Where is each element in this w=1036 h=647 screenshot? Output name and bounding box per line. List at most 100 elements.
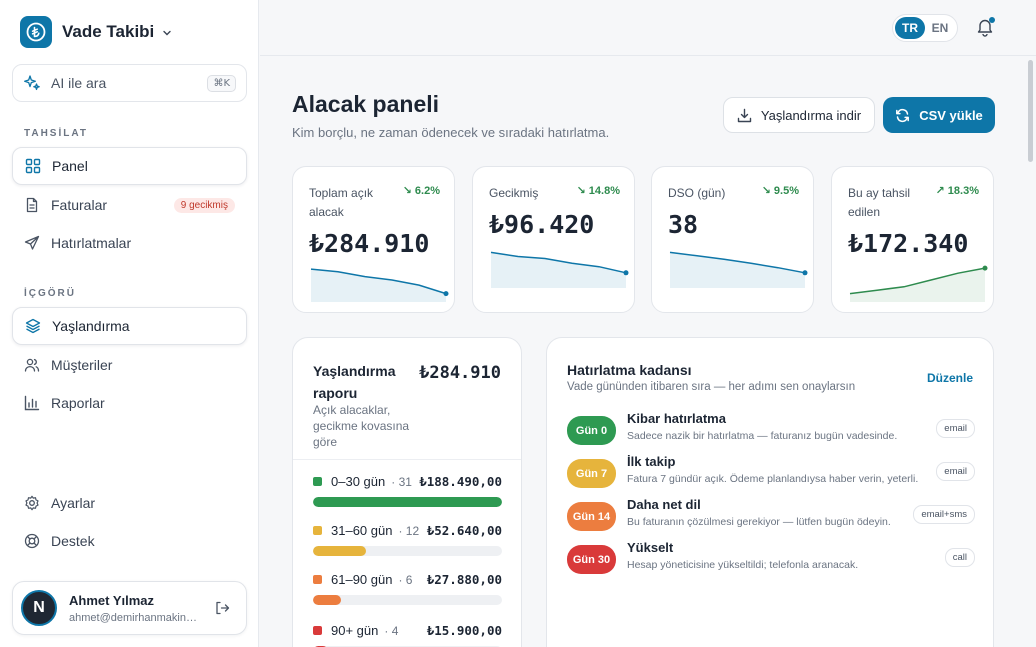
- kpi-card-dso[interactable]: DSO (gün) ↘ 9.5% 38: [651, 166, 814, 313]
- sparkline-end-point: [802, 270, 808, 276]
- aging-bucket[interactable]: 31–60 gün · 12 ₺52.640,00: [313, 523, 502, 556]
- cadence-step[interactable]: Gün 14 Daha net dil Bu faturanın çözülme…: [567, 497, 975, 537]
- bucket-label: 0–30 gün: [331, 474, 386, 489]
- sparkline-line: [310, 268, 447, 295]
- sidebar-item-panel[interactable]: Panel: [12, 147, 247, 185]
- sidebar-item-label: Hatırlatmalar: [51, 235, 132, 251]
- shortcut-badge: ⌘K: [207, 74, 236, 92]
- bucket-bar-fill: [313, 595, 342, 605]
- step-description: Fatura 7 gündür açık. Ödeme planlandıysa…: [627, 473, 919, 485]
- cadence-step[interactable]: Gün 7 İlk takip Fatura 7 gündür açık. Öd…: [567, 454, 975, 494]
- sidebar-item-invoices[interactable]: Faturalar 9 gecikmiş: [12, 186, 247, 224]
- bucket-count: · 12: [398, 523, 420, 538]
- edit-cadence-link[interactable]: Düzenle: [926, 371, 973, 385]
- bucket-color-dot: [313, 626, 322, 635]
- notification-dot: [989, 17, 995, 23]
- sidebar-item-label: Raporlar: [51, 395, 105, 411]
- bucket-amount: ₺188.490,00: [419, 474, 502, 489]
- sidebar-item-aging[interactable]: Yaşlandırma: [12, 307, 247, 345]
- section-label-collection: TAHSİLAT: [24, 128, 88, 139]
- aging-bucket[interactable]: 0–30 gün · 31 ₺188.490,00: [313, 474, 502, 507]
- cadence-step[interactable]: Gün 0 Kibar hatırlatma Sadece nazik bir …: [567, 411, 975, 451]
- sidebar-item-label: Ayarlar: [51, 495, 96, 511]
- app-name: Vade Takibi: [62, 22, 155, 41]
- kpi-card-collected[interactable]: Bu ay tahsil edilen ↗ 18.3% ₺172.340: [831, 166, 994, 313]
- ai-search-button[interactable]: AI ile ara ⌘K: [12, 64, 247, 102]
- bucket-amount: ₺15.900,00: [426, 623, 502, 638]
- channel-badge: email+sms: [913, 505, 975, 524]
- bucket-color-dot: [313, 526, 322, 535]
- kpi-label: Gecikmiş: [489, 186, 539, 200]
- page-scrollbar[interactable]: [1028, 60, 1033, 162]
- kpi-delta: ↘ 9.5%: [761, 185, 799, 197]
- user-card[interactable]: N Ahmet Yılmaz ahmet@demirhanmakina.com: [12, 581, 247, 635]
- kpi-delta: ↘ 14.8%: [576, 185, 620, 197]
- cadence-subtitle: Vade gününden itibaren sıra — her adımı …: [567, 381, 856, 393]
- aging-report-card: Yaşlandırma raporu ₺284.910 Açık alacakl…: [292, 337, 522, 647]
- step-title: Yükselt: [627, 540, 674, 555]
- lifebuoy-icon: [24, 533, 40, 549]
- bucket-color-dot: [313, 477, 322, 486]
- kpi-label: Toplam açık alacak: [309, 186, 374, 219]
- section-label-insight: İÇGÖRÜ: [24, 288, 76, 299]
- sidebar-item-customers[interactable]: Müşteriler: [12, 346, 247, 384]
- sidebar-item-reminders[interactable]: Hatırlatmalar: [12, 224, 247, 262]
- chevron-down-icon: [163, 30, 171, 36]
- sidebar-item-label: Panel: [52, 158, 88, 174]
- ai-search-label: AI ile ara: [51, 75, 107, 91]
- channel-badge: email: [936, 462, 975, 481]
- language-toggle[interactable]: TR EN: [892, 14, 958, 42]
- aging-bucket[interactable]: 61–90 gün · 6 ₺27.880,00: [313, 572, 502, 605]
- lang-option-tr[interactable]: TR: [895, 17, 925, 39]
- step-description: Bu faturanın çözülmesi gerekiyor — lütfe…: [627, 516, 891, 528]
- user-name: Ahmet Yılmaz: [69, 592, 155, 608]
- reminder-cadence-card: Hatırlatma kadansı Vade gününden itibare…: [546, 337, 994, 647]
- logout-icon[interactable]: [214, 600, 230, 616]
- sparkline-line: [849, 267, 986, 295]
- kpi-value: 38: [668, 210, 699, 239]
- bucket-label: 31–60 gün: [331, 523, 393, 538]
- sparkline-area: [670, 252, 805, 288]
- bucket-count: · 31: [391, 474, 412, 489]
- cadence-title: Hatırlatma kadansı: [567, 362, 692, 378]
- divider: [293, 459, 521, 460]
- kpi-value: ₺284.910: [309, 229, 430, 258]
- aging-bucket[interactable]: 90+ gün · 4 ₺15.900,00: [313, 623, 502, 647]
- kpi-label: Bu ay tahsil edilen: [848, 186, 911, 219]
- bucket-label: 61–90 gün: [331, 572, 393, 587]
- sidebar-item-reports[interactable]: Raporlar: [12, 384, 247, 422]
- sparkline-area: [850, 268, 985, 302]
- sparkle-icon: [24, 75, 40, 91]
- sidebar-item-settings[interactable]: Ayarlar: [12, 484, 247, 522]
- upload-csv-button[interactable]: CSV yükle: [883, 97, 995, 133]
- refresh-icon: [896, 108, 910, 122]
- sidebar-item-label: Faturalar: [51, 197, 108, 213]
- sparkline-end-point: [443, 291, 449, 297]
- kpi-card-open-receivables[interactable]: Toplam açık alacak ↘ 6.2% ₺284.910: [292, 166, 455, 313]
- page-subtitle: Kim borçlu, ne zaman ödenecek ve sıradak…: [292, 125, 610, 140]
- notifications-button[interactable]: [976, 17, 995, 42]
- bar-chart-icon: [24, 395, 40, 411]
- step-title: Kibar hatırlatma: [627, 411, 726, 426]
- lang-option-en[interactable]: EN: [931, 21, 949, 35]
- kpi-delta: ↘ 6.2%: [402, 185, 440, 197]
- brand-switcher[interactable]: Vade Takibi: [20, 16, 172, 48]
- sparkline-end-point: [982, 265, 988, 271]
- bucket-bar-track: [313, 546, 502, 556]
- day-pill: Gün 7: [567, 459, 616, 488]
- overdue-badge: 9 gecikmiş: [173, 197, 235, 213]
- gear-icon: [25, 495, 39, 511]
- bucket-label: 90+ gün: [331, 623, 379, 638]
- page-title: Alacak paneli: [292, 91, 440, 117]
- cadence-step[interactable]: Gün 30 Yükselt Hesap yöneticisine yüksel…: [567, 540, 975, 580]
- sparkline-line: [669, 251, 806, 274]
- download-aging-button[interactable]: Yaşlandırma indir: [723, 97, 875, 133]
- kpi-delta: ↗ 18.3%: [935, 185, 979, 197]
- step-title: İlk takip: [627, 454, 676, 469]
- sidebar-item-support[interactable]: Destek: [12, 522, 247, 560]
- kpi-card-overdue[interactable]: Gecikmiş ↘ 14.8% ₺96.420: [472, 166, 635, 313]
- document-icon: [26, 197, 38, 213]
- channel-badge: call: [944, 548, 975, 567]
- kpi-value: ₺172.340: [848, 229, 969, 258]
- sidebar-item-label: Destek: [51, 533, 95, 549]
